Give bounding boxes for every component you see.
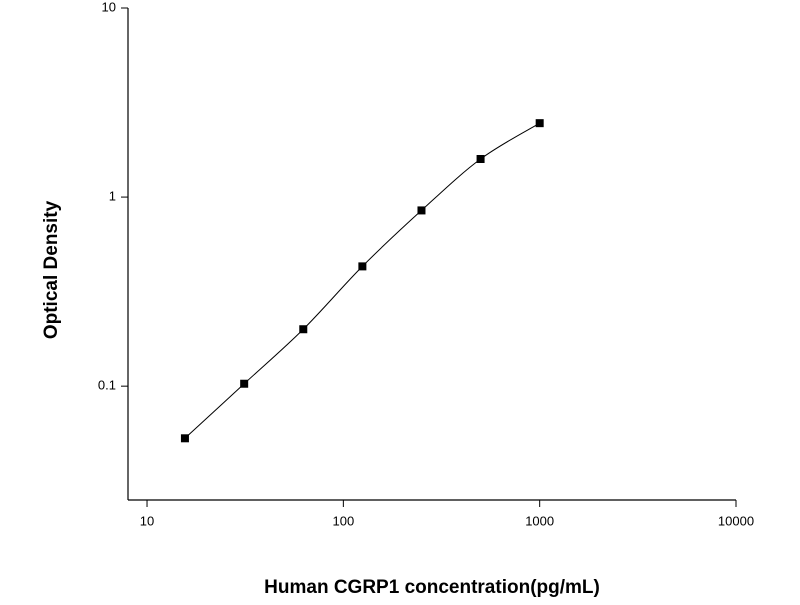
- fit-curve: [184, 122, 540, 439]
- y-tick-label: 10: [102, 0, 116, 14]
- point: [299, 325, 308, 334]
- y-axis-title: Optical Density: [41, 200, 62, 339]
- point: [476, 155, 485, 164]
- x-tick-label: 10000: [718, 513, 754, 528]
- x-tick-label: 100: [332, 513, 354, 528]
- y-tick-label: 0.1: [98, 378, 116, 393]
- x-tick-label: 1000: [525, 513, 554, 528]
- point: [240, 379, 249, 388]
- y-tick-label: 1: [109, 189, 116, 204]
- x-axis-title: Human CGRP1 concentration(pg/mL): [264, 577, 600, 598]
- point: [358, 262, 367, 271]
- x-tick-label: 10: [140, 513, 154, 528]
- point: [535, 119, 544, 128]
- point: [417, 206, 426, 215]
- point: [180, 434, 189, 443]
